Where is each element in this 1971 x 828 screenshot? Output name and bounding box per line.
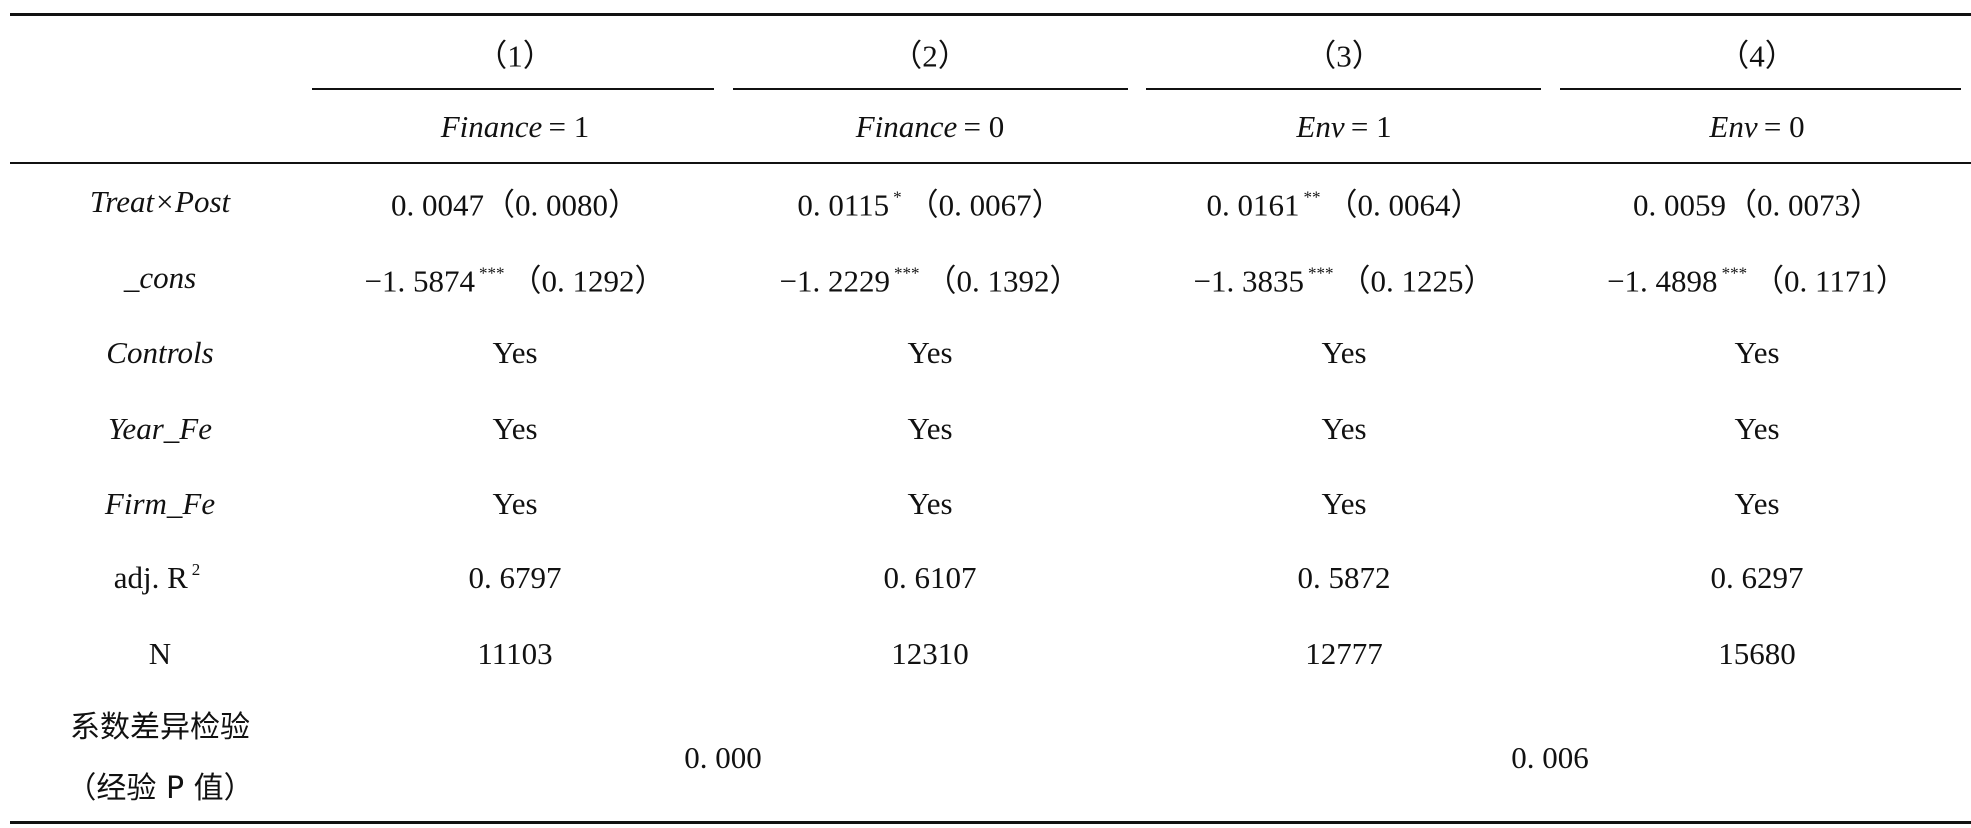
group-label: Finance = 1 <box>441 109 590 145</box>
table-cell: Yes <box>907 486 953 521</box>
group-condition: = 1 <box>548 109 590 144</box>
row-label-text: Controls <box>106 335 214 370</box>
standard-error: （0. 0067） <box>907 187 1063 223</box>
group-condition: = 0 <box>963 109 1005 144</box>
group-variable: Env <box>1709 109 1758 144</box>
standard-error: （0. 0080） <box>484 187 639 223</box>
table-cell: Yes <box>1734 486 1780 521</box>
table-cell: 0. 0047（0. 0080） <box>391 180 639 225</box>
coefficient: −1. 2229 <box>779 263 890 299</box>
column-number: （1） <box>476 38 554 74</box>
significance-stars: ** <box>1303 187 1321 207</box>
row-label: Controls <box>106 335 213 371</box>
table-cell: Yes <box>1321 486 1367 521</box>
table-cell: 0. 6107 <box>883 560 977 595</box>
table-cell: Yes <box>1321 335 1367 370</box>
row-label: _cons <box>124 260 196 296</box>
test-value: 0. 006 <box>1511 740 1589 775</box>
table-cell: 15680 <box>1718 636 1796 671</box>
row-label-text: adj. R <box>113 560 188 595</box>
table-cell: Yes <box>492 335 538 370</box>
row-label-text: N <box>148 636 172 671</box>
standard-error: （0. 1171） <box>1753 263 1907 299</box>
significance-stars: *** <box>893 263 920 283</box>
coefficient: −1. 3835 <box>1193 263 1304 299</box>
coefficient: 0. 0115 <box>797 187 890 223</box>
table-cell: 0. 0059（0. 0073） <box>1633 180 1881 225</box>
coefficient: 0. 0059 <box>1633 187 1726 223</box>
column-underline <box>733 88 1128 90</box>
table-cell: Yes <box>1734 411 1780 446</box>
row-label: N <box>149 636 171 672</box>
bottom-rule <box>10 821 1971 824</box>
table-cell: −1. 4898 *** （0. 1171） <box>1607 256 1907 301</box>
table-cell: −1. 5874 *** （0. 1292） <box>365 256 666 301</box>
table-cell: 12777 <box>1305 636 1383 671</box>
table-cell: Yes <box>907 411 953 446</box>
coefficient: −1. 4898 <box>1607 263 1718 299</box>
coefficient: 0. 0047 <box>391 187 484 223</box>
table-cell: Yes <box>1734 335 1780 370</box>
group-variable: Finance <box>440 109 543 144</box>
significance-stars: *** <box>478 263 505 283</box>
row-label-text: Year_Fe <box>108 411 212 446</box>
standard-error: （0. 0064） <box>1326 187 1482 223</box>
table-cell: 0. 0115 * （0. 0067） <box>797 180 1062 225</box>
group-variable: Finance <box>855 109 958 144</box>
table-cell: −1. 3835 *** （0. 1225） <box>1194 256 1495 301</box>
group-label: Finance = 0 <box>856 109 1005 145</box>
significance-stars: *** <box>1307 263 1334 283</box>
table-cell: 0. 0161 ** （0. 0064） <box>1207 180 1482 225</box>
coefficient: −1. 5874 <box>364 263 475 299</box>
group-condition: = 0 <box>1763 109 1805 144</box>
column-number: （4） <box>1718 38 1796 74</box>
standard-error: （0. 1392） <box>925 263 1081 299</box>
row-label-text: Firm_Fe <box>104 486 216 521</box>
row-label: Treat×Post <box>90 184 230 220</box>
table-cell: 12310 <box>891 636 969 671</box>
row-label-superscript: 2 <box>191 560 201 579</box>
row-label: Year_Fe <box>108 411 212 447</box>
group-label: Env = 0 <box>1709 109 1804 145</box>
column-underline <box>312 88 714 90</box>
group-variable: Env <box>1296 109 1345 144</box>
test-label-line: （经验 P 值） <box>66 771 254 806</box>
row-label-text: Treat×Post <box>89 184 231 219</box>
column-number: （3） <box>1305 38 1383 74</box>
row-label: Firm_Fe <box>105 486 215 522</box>
table-cell: Yes <box>1321 411 1367 446</box>
table-cell: 0. 6297 <box>1710 560 1804 595</box>
column-underline <box>1146 88 1541 90</box>
table-cell: 0. 6797 <box>468 560 562 595</box>
test-label: 系数差异检验 （经验 P 值） <box>66 697 253 819</box>
coefficient: 0. 0161 <box>1206 187 1300 223</box>
test-value: 0. 000 <box>684 740 762 775</box>
row-label-text: _cons <box>123 260 197 295</box>
significance-stars: * <box>893 187 902 207</box>
table-cell: 0. 5872 <box>1297 560 1391 595</box>
column-number: （2） <box>891 38 969 74</box>
table-cell: Yes <box>907 335 953 370</box>
top-rule <box>10 13 1971 16</box>
header-rule <box>10 162 1971 164</box>
standard-error: （0. 0073） <box>1726 187 1881 223</box>
table-cell: Yes <box>492 486 538 521</box>
group-label: Env = 1 <box>1296 109 1391 145</box>
standard-error: （0. 1292） <box>510 263 666 299</box>
test-label-line: 系数差异检验 <box>69 710 250 745</box>
table-cell: −1. 2229 *** （0. 1392） <box>780 256 1081 301</box>
significance-stars: *** <box>1721 263 1748 283</box>
group-condition: = 1 <box>1350 109 1392 144</box>
standard-error: （0. 1225） <box>1339 263 1495 299</box>
table-cell: 11103 <box>477 636 553 671</box>
column-underline <box>1560 88 1961 90</box>
table-cell: Yes <box>492 411 538 446</box>
